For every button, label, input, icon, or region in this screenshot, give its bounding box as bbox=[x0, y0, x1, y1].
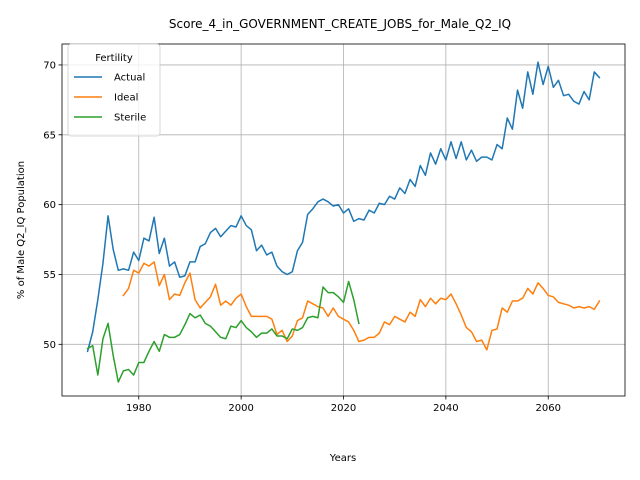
x-tick-label: 1980 bbox=[126, 403, 151, 414]
legend-label-sterile: Sterile bbox=[114, 113, 146, 124]
y-tick-label: 70 bbox=[43, 60, 56, 71]
y-axis-label: % of Male Q2_IQ Population bbox=[16, 161, 27, 299]
x-tick-label: 2020 bbox=[331, 403, 356, 414]
x-ticks: 1980 2000 2020 2040 2060 bbox=[126, 396, 561, 414]
y-tick-label: 50 bbox=[43, 340, 56, 351]
legend-title: Fertility bbox=[95, 53, 133, 64]
x-tick-label: 2000 bbox=[228, 403, 253, 414]
x-axis-label: Years bbox=[329, 453, 356, 464]
legend-label-actual: Actual bbox=[114, 73, 145, 84]
legend-entries: Actual Ideal Sterile bbox=[74, 73, 146, 124]
chart-title: Score_4_in_GOVERNMENT_CREATE_JOBS_for_Ma… bbox=[169, 17, 511, 31]
x-tick-label: 2040 bbox=[433, 403, 458, 414]
plot-lines bbox=[86, 61, 601, 383]
y-tick-label: 65 bbox=[43, 130, 56, 141]
y-ticks: 50 55 60 65 70 bbox=[43, 60, 62, 351]
y-tick-label: 60 bbox=[43, 200, 56, 211]
legend: Fertility Actual Ideal Sterile bbox=[67, 43, 161, 137]
series-line-actual bbox=[86, 61, 601, 353]
legend-label-ideal: Ideal bbox=[114, 93, 138, 104]
x-tick-label: 2060 bbox=[536, 403, 561, 414]
series-line-ideal bbox=[122, 261, 601, 351]
legend-box bbox=[67, 43, 161, 137]
series-line-sterile bbox=[86, 280, 360, 383]
y-tick-label: 55 bbox=[43, 270, 56, 281]
